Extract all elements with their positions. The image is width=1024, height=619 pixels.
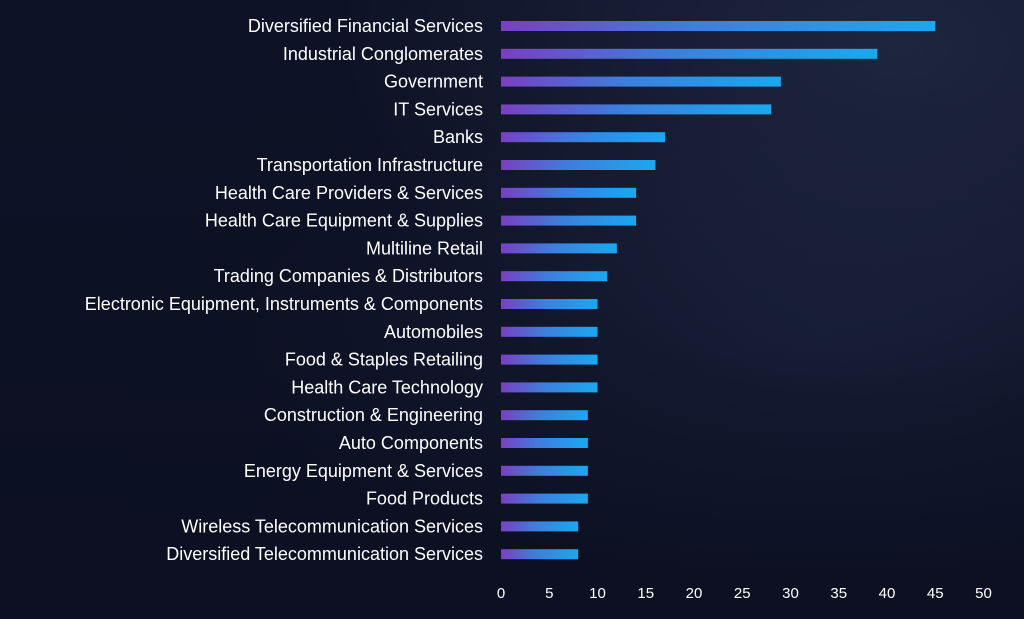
category-labels: Diversified Financial Services Industrial… [85, 16, 483, 564]
bar [501, 76, 781, 87]
bar [501, 438, 588, 448]
category-label: Automobiles [384, 322, 483, 342]
category-label: Construction & Engineering [264, 405, 483, 425]
category-label: Transportation Infrastructure [257, 155, 483, 175]
category-label: Food & Staples Retailing [285, 350, 483, 370]
category-label: Wireless Telecommunication Services [181, 516, 483, 536]
bar [501, 521, 579, 532]
category-label: Food Products [366, 489, 483, 509]
x-axis-tick-labels: 0 5 10 15 20 25 30 35 40 45 50 [497, 585, 992, 602]
category-label: Government [384, 72, 483, 92]
x-tick-label: 20 [686, 585, 703, 602]
x-tick-label: 15 [637, 585, 654, 602]
category-label: IT Services [393, 99, 483, 119]
x-tick-label: 35 [830, 585, 847, 602]
x-tick-label: 0 [497, 585, 505, 602]
bar [501, 243, 617, 254]
category-label: Banks [433, 127, 483, 147]
bar [501, 132, 666, 143]
category-label: Auto Components [339, 433, 483, 453]
category-label: Health Care Equipment & Supplies [205, 211, 483, 231]
bars [501, 21, 936, 560]
bar [501, 48, 878, 59]
category-label: Trading Companies & Distributors [214, 266, 483, 286]
category-label: Health Care Providers & Services [215, 183, 483, 203]
x-tick-label: 10 [589, 585, 606, 602]
bar [501, 104, 772, 115]
x-tick-label: 5 [545, 585, 553, 602]
bar [501, 215, 637, 226]
category-label: Electronic Equipment, Instruments & Comp… [85, 294, 483, 314]
bar [501, 187, 637, 198]
x-tick-label: 30 [782, 585, 799, 602]
category-label: Diversified Financial Services [248, 16, 483, 36]
bar [501, 465, 588, 476]
bar [501, 299, 598, 309]
category-label: Diversified Telecommunication Services [166, 544, 483, 564]
bar [501, 410, 588, 421]
x-tick-label: 40 [879, 585, 896, 602]
bar [501, 354, 598, 365]
bar [501, 271, 608, 282]
bar [501, 382, 598, 393]
category-label: Multiline Retail [366, 238, 483, 258]
bar [501, 21, 936, 31]
category-label: Health Care Technology [291, 377, 483, 397]
x-tick-label: 45 [927, 585, 944, 602]
category-label: Industrial Conglomerates [283, 44, 483, 64]
x-tick-label: 25 [734, 585, 751, 602]
bar [501, 549, 579, 560]
bar [501, 493, 588, 504]
bar [501, 326, 598, 337]
x-tick-label: 50 [975, 585, 992, 602]
bar [501, 160, 656, 170]
category-label: Energy Equipment & Services [244, 461, 483, 481]
